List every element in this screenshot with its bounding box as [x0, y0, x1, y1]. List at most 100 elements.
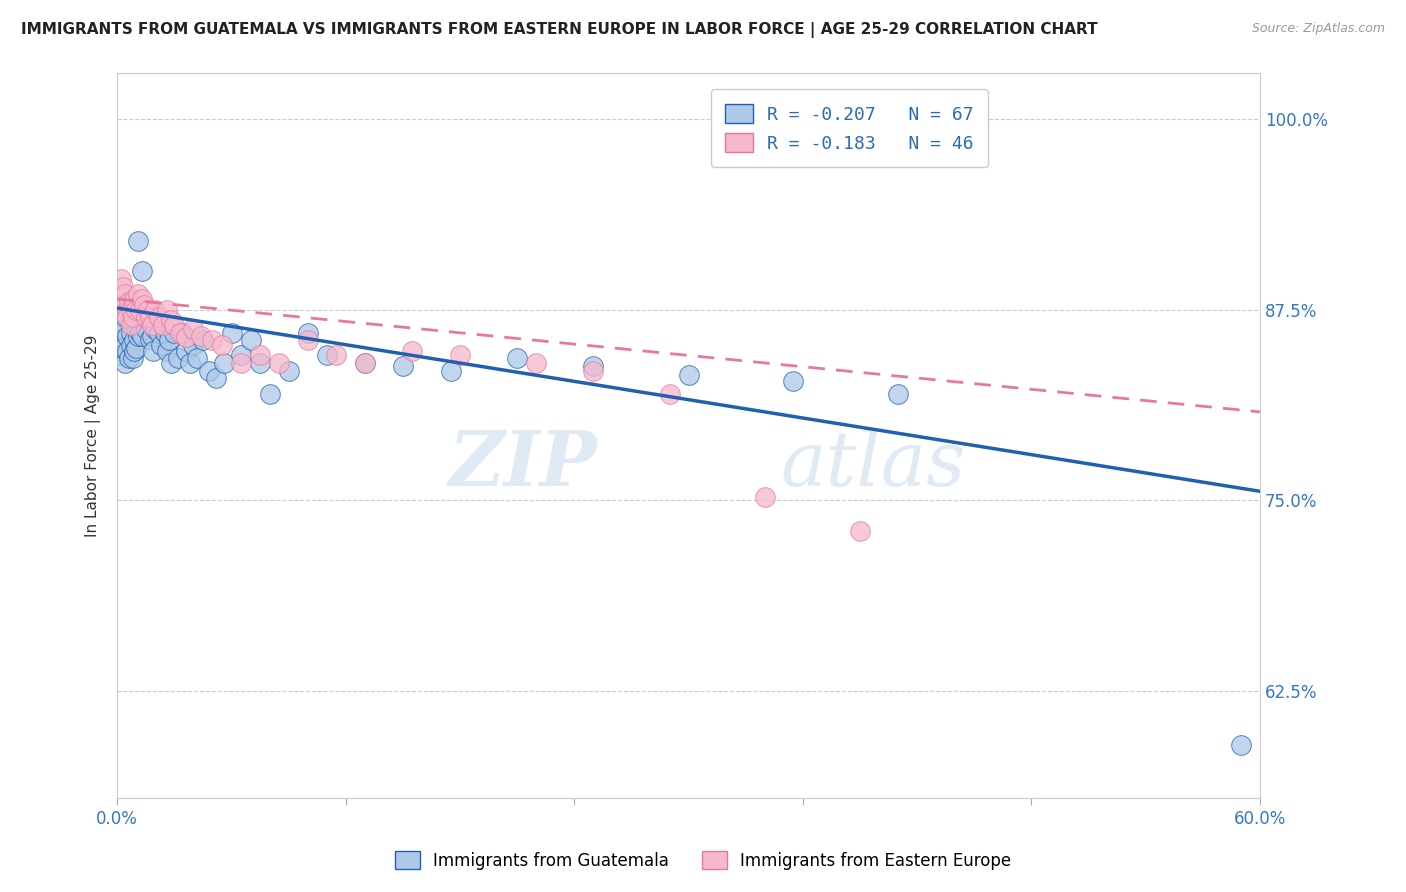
Point — [111, 298, 134, 312]
Point — [1230, 738, 1253, 752]
Point — [118, 295, 141, 310]
Point — [315, 348, 337, 362]
Legend: Immigrants from Guatemala, Immigrants from Eastern Europe: Immigrants from Guatemala, Immigrants fr… — [388, 845, 1018, 877]
Point — [259, 386, 281, 401]
Point — [110, 333, 132, 347]
Point — [277, 364, 299, 378]
Point — [131, 292, 153, 306]
Point — [658, 386, 681, 401]
Point — [138, 332, 160, 346]
Point — [325, 348, 347, 362]
Point — [118, 302, 141, 317]
Point — [157, 333, 180, 347]
Point — [143, 322, 166, 336]
Point — [121, 313, 143, 327]
Point — [114, 356, 136, 370]
Point — [142, 343, 165, 358]
Point — [190, 328, 212, 343]
Point — [201, 333, 224, 347]
Point — [153, 326, 176, 340]
Point — [135, 322, 157, 336]
Point — [111, 279, 134, 293]
Point — [353, 356, 375, 370]
Point — [156, 302, 179, 317]
Point — [136, 302, 159, 317]
Point — [129, 302, 152, 317]
Point — [131, 264, 153, 278]
Point — [132, 310, 155, 325]
Point — [120, 326, 142, 340]
Point — [120, 302, 142, 317]
Point — [582, 364, 605, 378]
Point — [392, 359, 415, 373]
Point — [239, 333, 262, 347]
Point — [297, 333, 319, 347]
Point — [115, 328, 138, 343]
Text: ZIP: ZIP — [449, 427, 598, 501]
Point — [211, 337, 233, 351]
Point — [125, 341, 148, 355]
Point — [186, 351, 208, 366]
Point — [156, 343, 179, 358]
Point — [124, 292, 146, 306]
Point — [887, 386, 910, 401]
Point — [121, 295, 143, 310]
Point — [150, 337, 173, 351]
Point — [110, 348, 132, 362]
Point — [115, 302, 138, 317]
Point — [163, 326, 186, 340]
Point — [221, 326, 243, 340]
Point — [159, 313, 181, 327]
Point — [129, 302, 152, 317]
Point — [143, 302, 166, 317]
Point — [146, 310, 169, 325]
Point — [297, 326, 319, 340]
Point — [167, 351, 190, 366]
Point — [849, 524, 872, 538]
Point — [439, 364, 461, 378]
Point — [135, 310, 157, 325]
Point — [174, 330, 197, 344]
Point — [121, 351, 143, 366]
Point — [169, 326, 191, 340]
Point — [141, 328, 163, 343]
Point — [229, 356, 252, 370]
Point — [121, 310, 143, 325]
Point — [506, 351, 529, 366]
Point — [141, 318, 163, 332]
Point — [114, 310, 136, 325]
Point — [163, 318, 186, 332]
Point — [114, 287, 136, 301]
Point — [524, 356, 547, 370]
Point — [269, 356, 291, 370]
Point — [353, 356, 375, 370]
Point — [179, 356, 201, 370]
Point — [170, 326, 193, 340]
Point — [132, 298, 155, 312]
Point — [174, 343, 197, 358]
Point — [249, 356, 271, 370]
Point — [111, 322, 134, 336]
Point — [159, 356, 181, 370]
Point — [120, 318, 142, 332]
Point — [118, 351, 141, 366]
Point — [754, 491, 776, 505]
Point — [148, 326, 170, 340]
Legend: R = -0.207   N = 67, R = -0.183   N = 46: R = -0.207 N = 67, R = -0.183 N = 46 — [711, 89, 988, 167]
Point — [125, 302, 148, 317]
Point — [152, 318, 174, 332]
Point — [111, 341, 134, 355]
Point — [183, 337, 205, 351]
Point — [582, 359, 605, 373]
Point — [129, 326, 152, 340]
Point — [115, 310, 138, 325]
Point — [138, 310, 160, 325]
Point — [249, 348, 271, 362]
Point — [110, 272, 132, 286]
Point — [136, 310, 159, 325]
Point — [125, 322, 148, 336]
Point — [205, 371, 228, 385]
Point — [678, 368, 700, 383]
Point — [120, 337, 142, 351]
Point — [148, 310, 170, 325]
